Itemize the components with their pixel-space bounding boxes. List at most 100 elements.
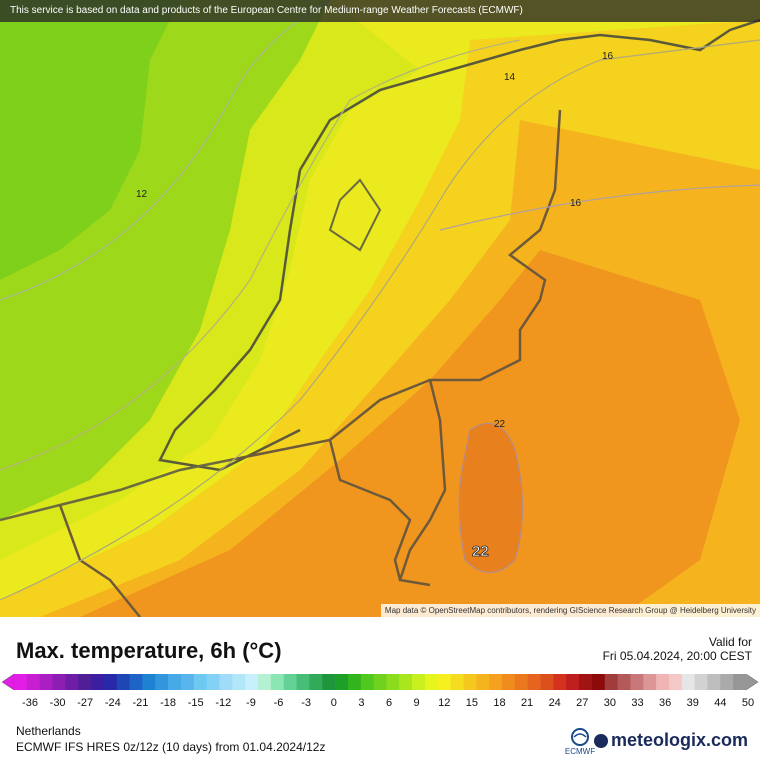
scale-swatch: [65, 674, 79, 690]
scale-swatch: [155, 674, 169, 690]
scale-swatch: [502, 674, 516, 690]
scale-swatch: [245, 674, 259, 690]
scale-swatch: [180, 674, 195, 690]
contour-label-22-max: 22: [472, 543, 489, 560]
map-data-attribution: Map data © OpenStreetMap contributors, r…: [380, 604, 760, 617]
scale-swatch: [476, 674, 490, 690]
scale-tick-label: 50: [741, 697, 755, 709]
scale-tick-label: -12: [215, 697, 232, 709]
isotherm-14: [0, 39, 521, 471]
temperature-map: 16 14 12 16 22 22 This service is based …: [0, 0, 760, 617]
scale-swatch: [219, 674, 233, 690]
scale-tick-label: -15: [187, 697, 204, 709]
scale-swatch: [579, 674, 593, 690]
scale-tick-label: 15: [465, 697, 478, 709]
scale-swatch: [412, 674, 426, 690]
meteologix-logo-icon: [593, 734, 608, 749]
scale-tick-label: 44: [714, 697, 727, 709]
scale-swatch: [270, 674, 285, 690]
color-scale-bar: [1, 673, 759, 691]
scale-swatch: [514, 674, 529, 690]
isotherm-16: [0, 39, 760, 601]
scale-swatch: [720, 674, 734, 690]
zone-coolest: [0, 0, 180, 280]
scale-left-arrow: [1, 673, 15, 691]
scale-swatch: [347, 674, 362, 690]
scale-tick-label: -21: [132, 697, 149, 709]
scale-swatch: [39, 674, 54, 690]
isotherm-22: [458, 422, 524, 574]
scale-tick-label: 33: [631, 697, 644, 709]
scale-tick-label: 24: [548, 697, 561, 709]
scale-swatch: [309, 674, 323, 690]
scale-swatch: [604, 674, 619, 690]
zone-22-plus: [459, 423, 523, 573]
model-info: ECMWF IFS HRES 0z/12z (10 days) from 01.…: [16, 740, 326, 754]
scale-tick-label: 3: [358, 697, 365, 709]
scale-tick-label: 12: [438, 697, 451, 709]
scale-tick-label: -36: [22, 697, 38, 709]
scale-tick-label: 39: [686, 697, 699, 709]
scale-tick-label: -30: [49, 697, 66, 709]
isotherm-18: [439, 184, 760, 231]
coastline-france: [0, 458, 231, 522]
scale-swatch: [78, 674, 92, 690]
scale-swatch: [193, 674, 208, 690]
scale-swatch: [540, 674, 554, 690]
scale-swatch: [232, 674, 246, 690]
scale-swatch: [566, 674, 580, 690]
scale-swatch: [26, 674, 41, 690]
scale-swatch: [437, 674, 452, 690]
scale-swatch: [656, 674, 670, 690]
scale-swatch: [489, 674, 503, 690]
valid-time: Fri 05.04.2024, 20:00 CEST: [602, 649, 752, 663]
scale-tick-label: -18: [160, 697, 177, 709]
scale-tick-label: 21: [520, 697, 534, 709]
scale-swatch: [52, 674, 66, 690]
ecmwf-logo-icon: ECMWF: [565, 728, 595, 756]
scale-tick-label: -3: [301, 697, 312, 709]
scale-swatch: [643, 674, 657, 690]
scale-swatch: [283, 674, 298, 690]
scale-swatch: [360, 674, 375, 690]
scale-swatch: [463, 674, 477, 690]
scale-swatch: [668, 674, 683, 690]
scale-swatch: [258, 674, 272, 690]
scale-swatch: [591, 674, 606, 690]
meteologix-brand[interactable]: meteologix.com: [593, 730, 748, 751]
scale-swatch: [322, 674, 336, 690]
scale-tick-label: -9: [246, 697, 256, 709]
contour-label-16-east: 16: [570, 198, 582, 209]
scale-swatch: [630, 674, 644, 690]
scale-swatch: [116, 674, 131, 690]
scale-swatch: [386, 674, 400, 690]
contour-label-12: 12: [136, 189, 148, 200]
region-name: Netherlands: [16, 724, 81, 738]
scale-tick-label: 0: [330, 697, 337, 709]
scale-tick-label: -27: [77, 697, 94, 709]
scale-swatch: [553, 674, 567, 690]
scale-swatch: [373, 674, 387, 690]
scale-labels: -36 -30 -27 -24 -21 -18 -15 -12 -9 -6 -3 0 3 6 9 12 15 18…: [0, 697, 760, 711]
scale-swatch: [142, 674, 156, 690]
scale-swatch: [168, 674, 182, 690]
border-be-fr: [58, 504, 141, 617]
ecmwf-logo-label: ECMWF: [565, 747, 595, 756]
scale-swatch: [617, 674, 631, 690]
contour-label-16-north: 16: [602, 51, 614, 62]
scale-swatch: [424, 674, 439, 690]
scale-tick-label: 36: [659, 697, 672, 709]
scale-tick-label: 30: [603, 697, 617, 709]
scale-swatch: [527, 674, 542, 690]
isotherm-12: [0, 0, 331, 301]
scale-tick-label: -24: [104, 697, 121, 709]
scale-tick-label: -6: [273, 697, 284, 709]
border-be-de: [328, 439, 431, 587]
scale-swatch: [694, 674, 708, 690]
brand-label: meteologix.com: [610, 730, 748, 750]
valid-label: Valid for: [708, 635, 752, 649]
scale-tick-label: 18: [493, 697, 506, 709]
scale-swatch: [91, 674, 105, 690]
scale-swatch: [103, 674, 118, 690]
coastline-west: [158, 169, 302, 472]
